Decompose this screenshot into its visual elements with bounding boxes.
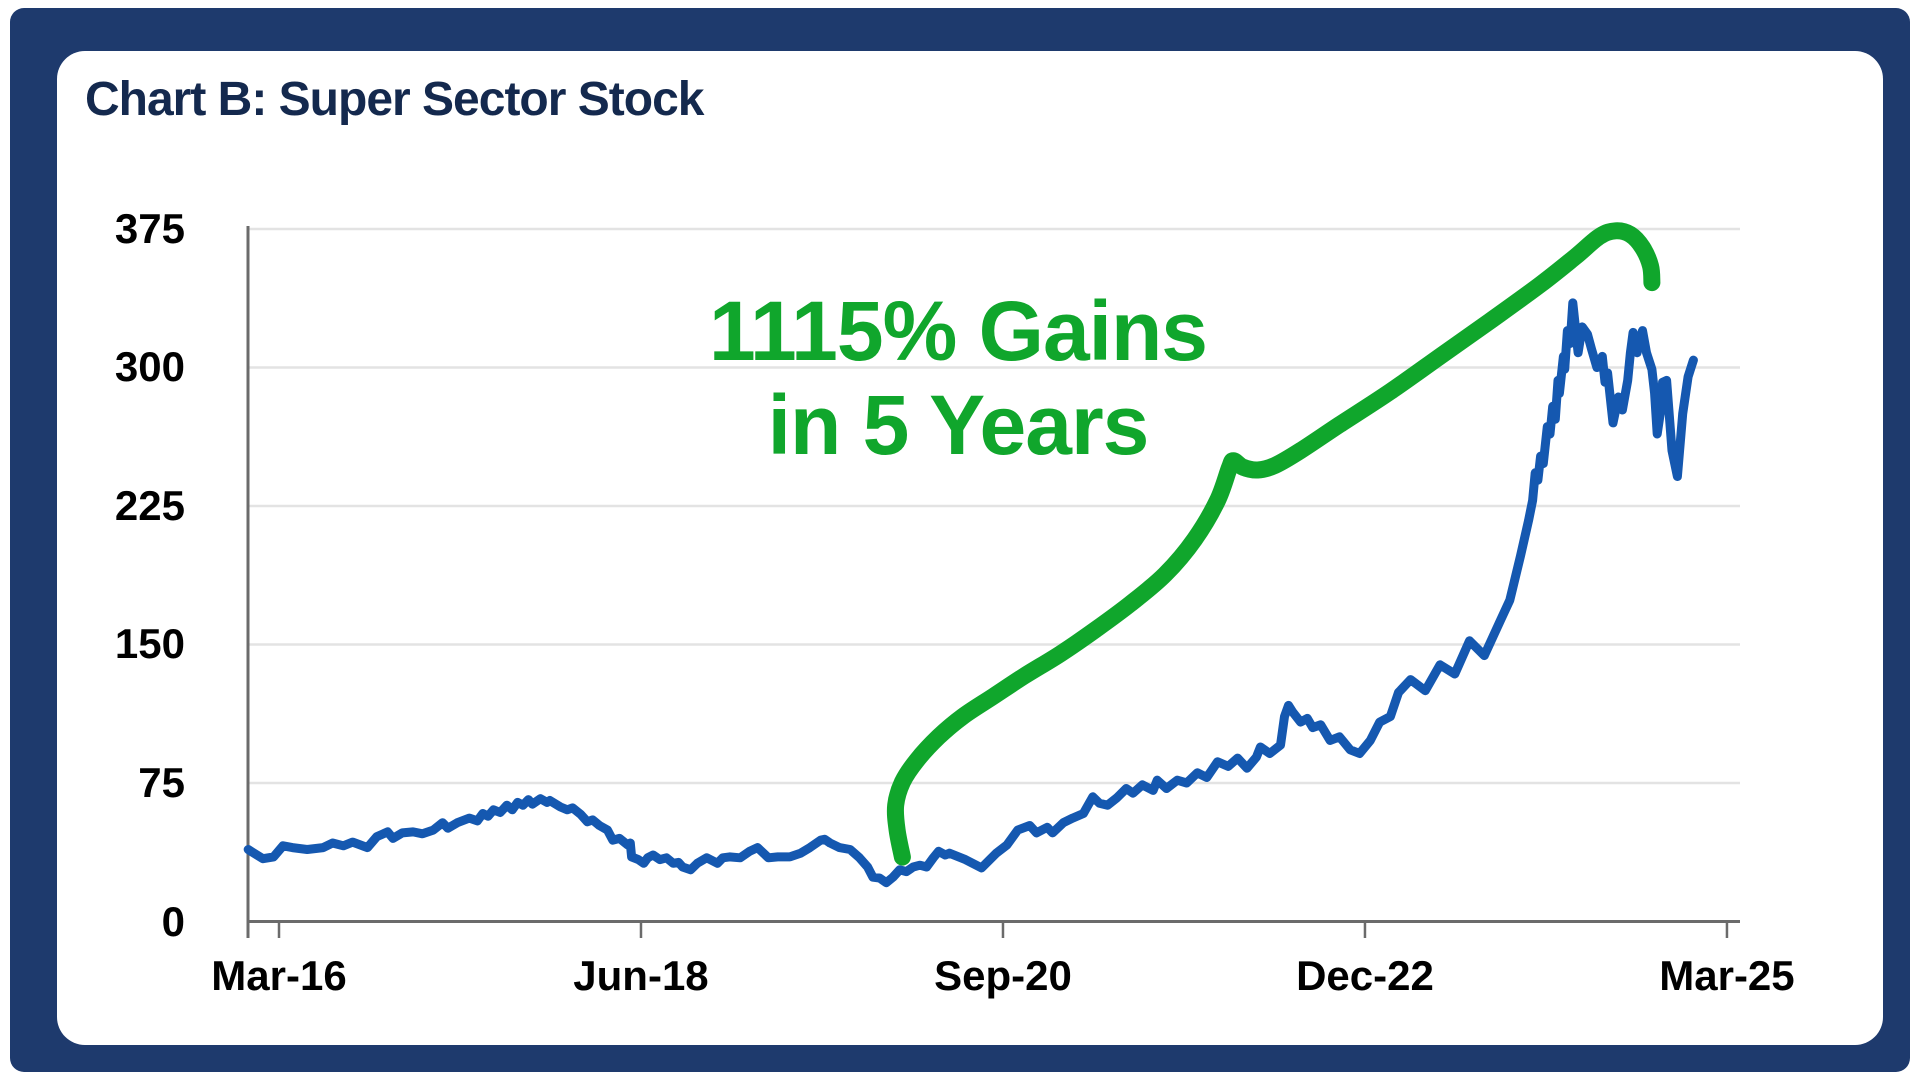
y-axis-label: 0 xyxy=(161,897,185,945)
y-axis-label: 75 xyxy=(138,758,185,806)
x-axis-label: Mar-25 xyxy=(1659,952,1795,999)
y-axis-label: 225 xyxy=(114,481,185,529)
y-axis-label: 375 xyxy=(114,204,185,252)
gain-annotation-line2: in 5 Years xyxy=(767,378,1150,472)
page-title: Chart B: Super Sector Stock xyxy=(85,73,704,126)
gain-annotation-line1: 1115% Gains xyxy=(708,284,1208,378)
navy-frame xyxy=(10,8,1910,1072)
gain-arrow-curve xyxy=(886,222,1661,866)
x-axis-label: Sep-20 xyxy=(934,952,1072,999)
y-axis-label: 300 xyxy=(114,343,185,391)
price-line xyxy=(243,298,1698,888)
x-axis-label: Dec-22 xyxy=(1296,952,1434,999)
x-axis-label: Mar-16 xyxy=(211,952,347,999)
y-axis-label: 150 xyxy=(114,620,185,668)
x-axis-label: Jun-18 xyxy=(573,952,709,999)
chart-card xyxy=(57,51,1883,1045)
gain-annotation: 1115% Gains in 5 Years xyxy=(708,284,1208,472)
